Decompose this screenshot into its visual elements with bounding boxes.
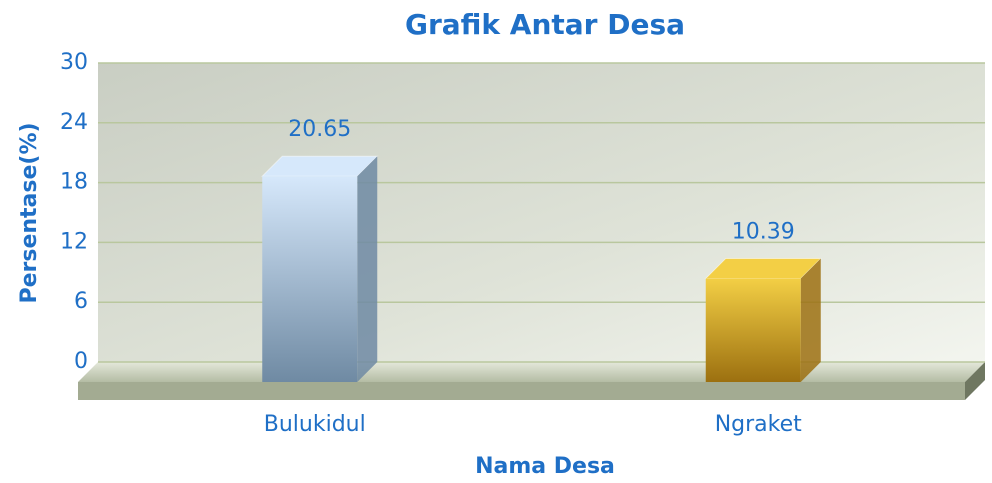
floor-edge: [78, 382, 965, 400]
x-tick-label: Bulukidul: [264, 412, 366, 437]
y-axis-title: Persentase(%): [17, 122, 42, 303]
y-tick-label: 6: [74, 289, 88, 314]
bar-top: [704, 257, 822, 279]
y-tick-label: 18: [60, 170, 88, 195]
floor: [78, 362, 985, 382]
y-tick-label: 12: [60, 229, 88, 254]
bar-top: [261, 155, 379, 177]
bar: [262, 176, 358, 382]
x-tick-label: Ngraket: [715, 412, 802, 437]
bar-side: [357, 156, 378, 382]
value-label: 10.39: [732, 219, 795, 244]
floor-side: [965, 362, 985, 400]
x-axis-title: Nama Desa: [475, 454, 615, 479]
y-tick-label: 30: [60, 50, 88, 75]
y-tick-label: 24: [60, 110, 88, 135]
bar: [705, 278, 801, 382]
y-tick-label: 0: [74, 349, 88, 374]
back-wall: [98, 63, 985, 362]
bar-side: [800, 258, 821, 382]
value-label: 20.65: [288, 117, 351, 142]
chart-title: Grafik Antar Desa: [405, 8, 685, 41]
